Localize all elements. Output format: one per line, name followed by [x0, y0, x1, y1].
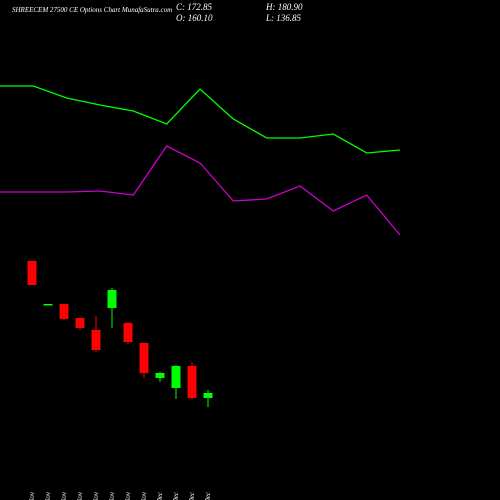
x-tick-label: 03 Dec: [188, 491, 196, 500]
x-tick-label: 25 Nov: [92, 491, 100, 500]
ohlc-close: C: 172.85: [176, 2, 213, 12]
candle-body: [107, 290, 117, 308]
x-tick-label: 27 Nov: [124, 491, 132, 500]
ohlc-high: H: 180.90: [265, 2, 303, 12]
candle-body: [203, 393, 213, 398]
candle-body: [187, 366, 197, 398]
candle-body: [27, 260, 37, 285]
candle-body: [75, 318, 85, 328]
chart-title: SHREECEM 27500 CE Options Chart MunafaSu…: [12, 6, 172, 14]
candle-body: [91, 330, 101, 350]
candle-body: [171, 366, 181, 388]
candle-body: [155, 372, 165, 378]
x-tick-label: 18 Nov: [28, 491, 36, 500]
indicator-line: [0, 85, 401, 154]
x-tick-label: 01 Dec: [156, 491, 164, 500]
candle-body: [139, 342, 149, 373]
x-tick-label: 29 Nov: [140, 491, 148, 500]
ohlc-open: O: 160.10: [176, 13, 213, 23]
x-tick-label: 04 Dec: [204, 491, 212, 500]
x-tick-label: 26 Nov: [108, 491, 116, 500]
x-tick-label: 21 Nov: [60, 491, 68, 500]
candle-body: [123, 322, 133, 342]
candle-body: [43, 304, 53, 306]
x-tick-label: 22 Nov: [76, 491, 84, 500]
indicator-line: [0, 145, 401, 236]
candle-body: [59, 304, 69, 319]
x-tick-label: 02 Dec: [172, 491, 180, 500]
x-tick-label: 19 Nov: [44, 491, 52, 500]
ohlc-low: L: 136.85: [265, 13, 302, 23]
